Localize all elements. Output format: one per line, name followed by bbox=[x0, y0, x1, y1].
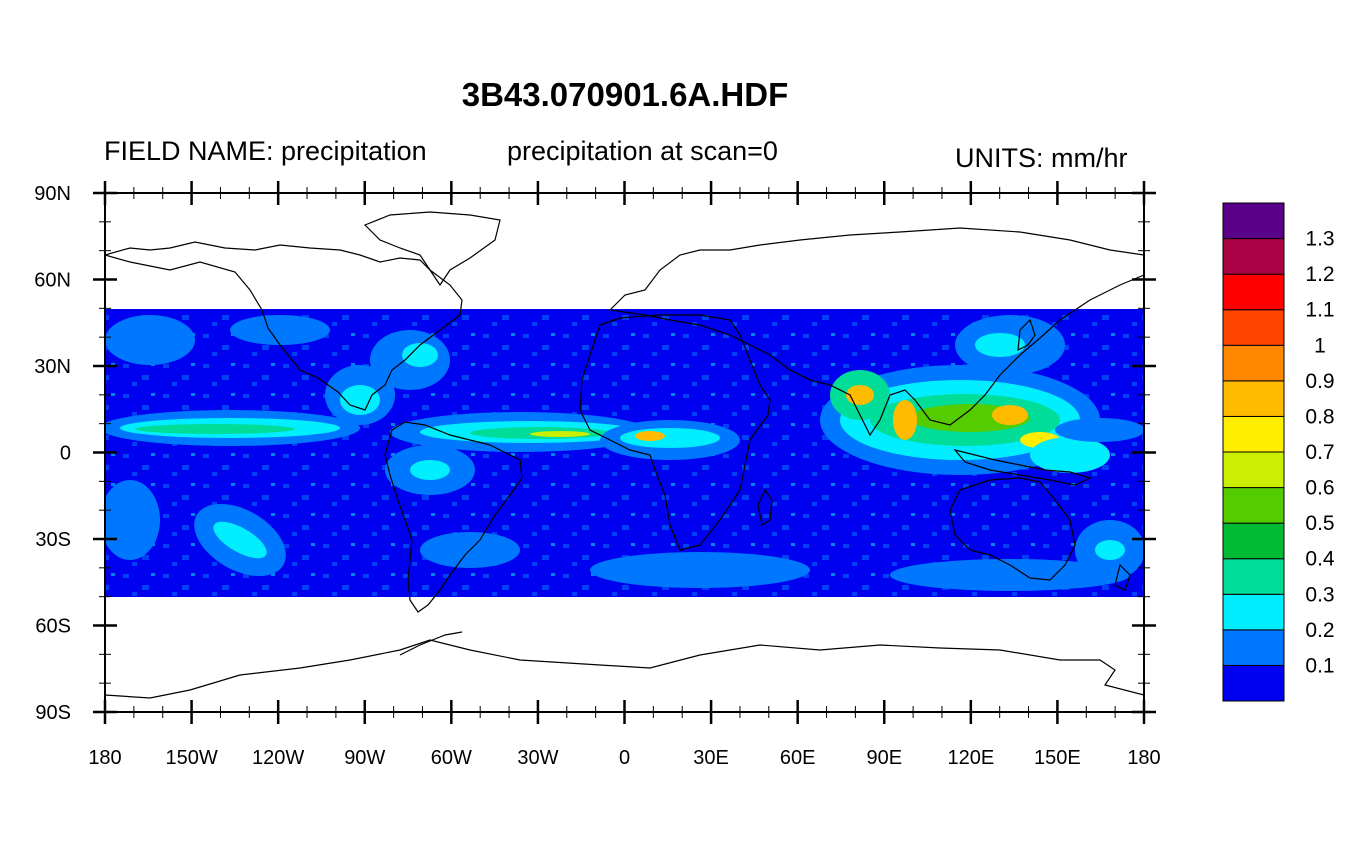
y-tick-label: 0 bbox=[60, 443, 71, 465]
coast-australia bbox=[949, 477, 1076, 581]
coast-africa bbox=[579, 314, 771, 551]
x-tick-label: 120W bbox=[252, 747, 304, 769]
colorbar-swatch bbox=[1222, 664, 1285, 702]
colorbar-swatch bbox=[1222, 629, 1285, 666]
colorbar-swatch bbox=[1222, 415, 1285, 453]
x-tick-label: 180 bbox=[1127, 747, 1160, 769]
colorbar-swatch bbox=[1222, 238, 1285, 275]
coast-madagascar bbox=[757, 488, 773, 526]
x-tick-label: 60E bbox=[780, 747, 816, 769]
coast-new-zealand bbox=[1114, 563, 1131, 591]
y-tick-label: 60S bbox=[35, 616, 71, 638]
colorbar-label: 0.8 bbox=[1305, 405, 1334, 428]
y-tick-label: 30S bbox=[35, 529, 71, 551]
latitude-axis: 90N 60N 30N 0 30S 60S 90S bbox=[34, 183, 1156, 724]
coast-europe-asia bbox=[608, 227, 1144, 437]
colorbar-label: 0.4 bbox=[1305, 548, 1335, 571]
x-tick-label: 30E bbox=[693, 747, 729, 769]
colorbar-swatch bbox=[1222, 487, 1285, 524]
coast-north-america bbox=[105, 241, 463, 411]
colorbar-swatch bbox=[1222, 593, 1285, 631]
colorbar-label: 1.3 bbox=[1305, 228, 1334, 251]
field-name-label: FIELD NAME: precipitation bbox=[104, 136, 427, 166]
colorbar-swatch bbox=[1222, 522, 1285, 560]
colorbar-swatch bbox=[1222, 558, 1285, 595]
coast-greenland bbox=[363, 211, 501, 287]
coast-indonesia bbox=[953, 448, 1092, 486]
y-tick-label: 90S bbox=[35, 702, 71, 724]
colorbar-swatch bbox=[1222, 380, 1285, 417]
x-tick-label: 150W bbox=[165, 747, 217, 769]
x-tick-label: 90W bbox=[344, 747, 385, 769]
precipitation-field bbox=[105, 309, 1144, 597]
x-tick-label: 90E bbox=[866, 747, 902, 769]
y-tick-label: 30N bbox=[34, 356, 71, 378]
y-tick-label: 90N bbox=[34, 183, 71, 205]
x-tick-label: 150E bbox=[1034, 747, 1081, 769]
x-tick-label: 0 bbox=[619, 747, 630, 769]
x-tick-label: 180 bbox=[88, 747, 121, 769]
colorbar-label: 0.7 bbox=[1305, 441, 1334, 464]
x-tick-label: 120E bbox=[947, 747, 994, 769]
y-tick-label: 60N bbox=[34, 270, 71, 292]
colorbar-label: 0.9 bbox=[1305, 370, 1334, 393]
colorbar-label: 1 bbox=[1314, 334, 1326, 357]
colorbar-swatch bbox=[1222, 309, 1285, 346]
colorbar-label: 0.5 bbox=[1305, 512, 1334, 535]
colorbar-swatch bbox=[1222, 451, 1285, 489]
colorbar-swatch bbox=[1222, 273, 1285, 311]
longitude-axis: 180 150W 120W 90W 60W 30W 0 30E 60E 90E 120E 150E 18… bbox=[88, 181, 1161, 769]
colorbar-swatch bbox=[1222, 344, 1285, 382]
colorbar-label: 1.1 bbox=[1305, 299, 1334, 322]
plot-title: 3B43.070901.6A.HDF bbox=[461, 76, 789, 113]
coast-japan bbox=[1017, 318, 1036, 352]
colorbar-label: 0.6 bbox=[1305, 477, 1334, 500]
colorbar-label: 1.2 bbox=[1305, 263, 1334, 286]
colorbar-label: 0.2 bbox=[1305, 619, 1334, 642]
colorbar-label: 0.1 bbox=[1305, 654, 1334, 677]
colorbar-swatch bbox=[1222, 202, 1285, 240]
x-tick-label: 60W bbox=[431, 747, 472, 769]
center-subtitle: precipitation at scan=0 bbox=[507, 136, 778, 166]
colorbar-label: 0.3 bbox=[1305, 583, 1334, 606]
coast-antarctic-peninsula bbox=[399, 631, 463, 656]
coastlines bbox=[105, 211, 1144, 699]
itcz-band bbox=[105, 315, 1144, 591]
colorbar: 0.1 0.2 0.3 0.4 0.5 0.6 0.7 0.8 0.9 1 1.1 1.2 1.3 bbox=[1222, 202, 1335, 702]
x-tick-label: 30W bbox=[517, 747, 558, 769]
coast-antarctica bbox=[105, 639, 1144, 699]
coast-south-america bbox=[384, 421, 523, 613]
units-label: UNITS: mm/hr bbox=[955, 143, 1128, 173]
